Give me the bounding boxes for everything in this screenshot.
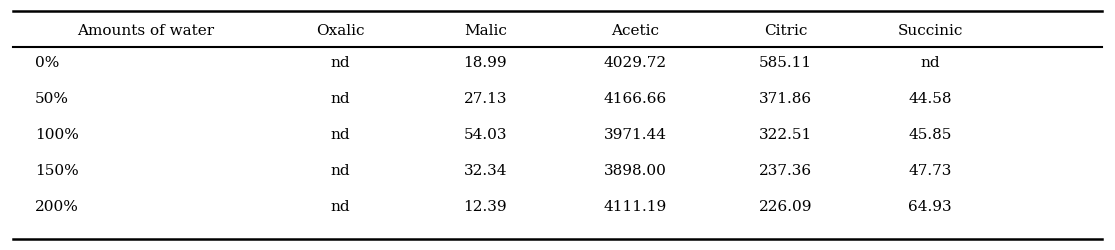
Text: 44.58: 44.58 bbox=[909, 92, 952, 106]
Text: 18.99: 18.99 bbox=[464, 56, 507, 70]
Text: Malic: Malic bbox=[464, 24, 506, 38]
Text: 200%: 200% bbox=[35, 200, 79, 213]
Text: 237.36: 237.36 bbox=[759, 164, 812, 178]
Text: nd: nd bbox=[331, 200, 350, 213]
Text: Acetic: Acetic bbox=[611, 24, 659, 38]
Text: nd: nd bbox=[920, 56, 940, 70]
Text: nd: nd bbox=[331, 128, 350, 142]
Text: 64.93: 64.93 bbox=[909, 200, 952, 213]
Text: Oxalic: Oxalic bbox=[317, 24, 365, 38]
Text: 3971.44: 3971.44 bbox=[604, 128, 667, 142]
Text: 4029.72: 4029.72 bbox=[604, 56, 667, 70]
Text: 47.73: 47.73 bbox=[909, 164, 952, 178]
Text: nd: nd bbox=[331, 164, 350, 178]
Text: 3898.00: 3898.00 bbox=[604, 164, 667, 178]
Text: Citric: Citric bbox=[764, 24, 807, 38]
Text: 12.39: 12.39 bbox=[464, 200, 507, 213]
Text: 32.34: 32.34 bbox=[464, 164, 507, 178]
Text: 585.11: 585.11 bbox=[759, 56, 812, 70]
Text: 27.13: 27.13 bbox=[464, 92, 507, 106]
Text: Amounts of water: Amounts of water bbox=[77, 24, 214, 38]
Text: 150%: 150% bbox=[35, 164, 78, 178]
Text: 4111.19: 4111.19 bbox=[603, 200, 667, 213]
Text: 54.03: 54.03 bbox=[464, 128, 507, 142]
Text: 50%: 50% bbox=[35, 92, 69, 106]
Text: Succinic: Succinic bbox=[898, 24, 962, 38]
Text: 45.85: 45.85 bbox=[909, 128, 952, 142]
Text: nd: nd bbox=[331, 92, 350, 106]
Text: 322.51: 322.51 bbox=[759, 128, 812, 142]
Text: 0%: 0% bbox=[35, 56, 59, 70]
Text: 226.09: 226.09 bbox=[758, 200, 812, 213]
Text: 371.86: 371.86 bbox=[759, 92, 812, 106]
Text: 100%: 100% bbox=[35, 128, 79, 142]
Text: 4166.66: 4166.66 bbox=[603, 92, 667, 106]
Text: nd: nd bbox=[331, 56, 350, 70]
